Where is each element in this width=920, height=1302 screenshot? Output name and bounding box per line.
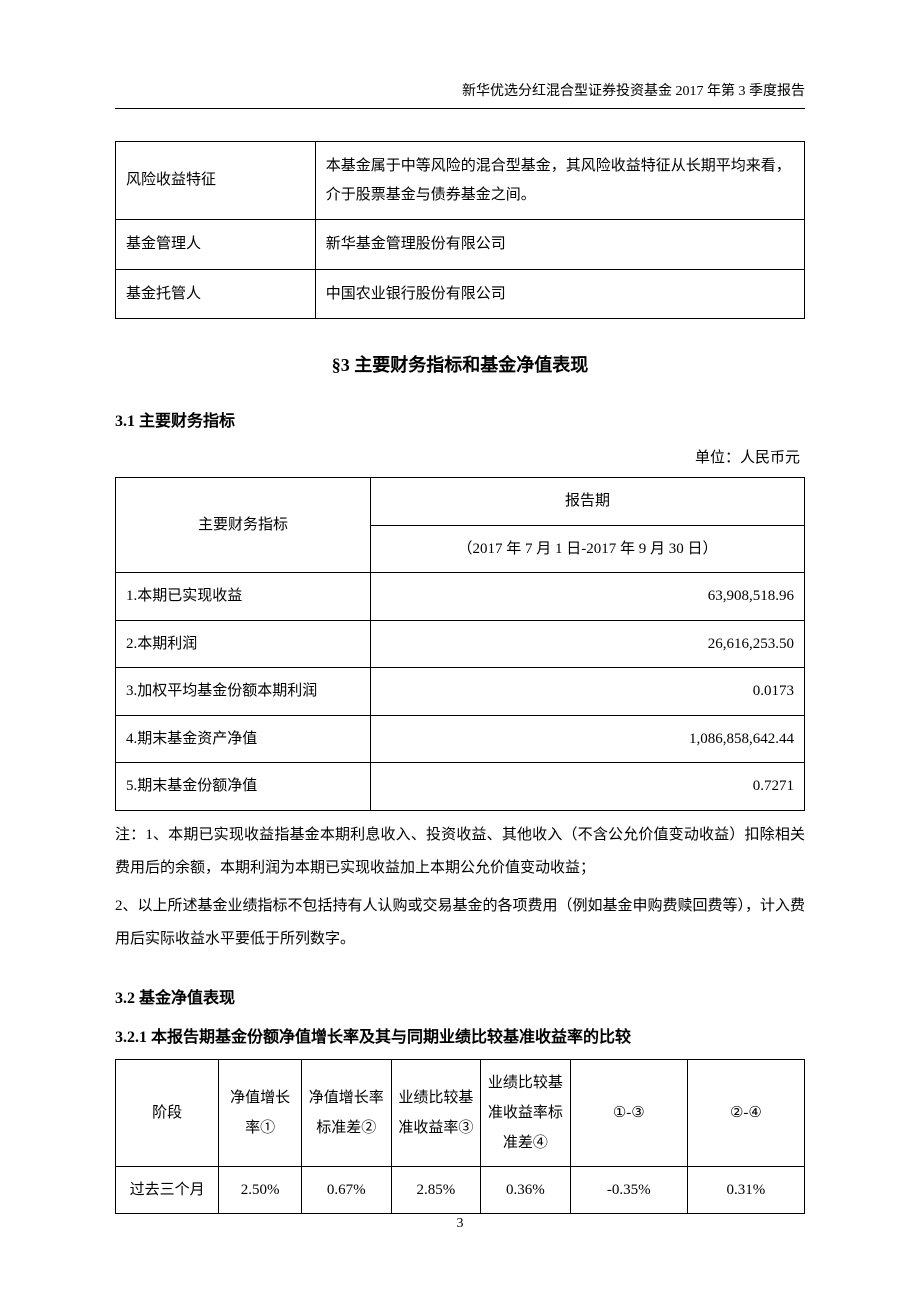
perf-header: ①-③ (570, 1059, 687, 1166)
subsection-title-3-1: 3.1 主要财务指标 (115, 407, 805, 431)
metric-label: 2.本期利润 (116, 620, 371, 668)
info-value: 新华基金管理股份有限公司 (315, 220, 804, 270)
header-period-range: （2017 年 7 月 1 日-2017 年 9 月 30 日） (370, 525, 804, 573)
perf-header: 净值增长率① (219, 1059, 302, 1166)
metric-label: 3.加权平均基金份额本期利润 (116, 668, 371, 716)
page-header: 新华优选分红混合型证券投资基金 2017 年第 3 季度报告 (115, 80, 805, 109)
metric-label: 1.本期已实现收益 (116, 573, 371, 621)
metric-value: 26,616,253.50 (370, 620, 804, 668)
subsection-title-3-2: 3.2 基金净值表现 (115, 984, 805, 1008)
performance-table: 阶段 净值增长率① 净值增长率标准差② 业绩比较基准收益率③ 业绩比较基准收益率… (115, 1059, 805, 1214)
perf-header: 净值增长率标准差② (302, 1059, 392, 1166)
info-label: 风险收益特征 (116, 142, 316, 220)
page-number: 3 (0, 1216, 920, 1232)
header-period-title: 报告期 (370, 478, 804, 526)
table-row: 风险收益特征 本基金属于中等风险的混合型基金，其风险收益特征从长期平均来看，介于… (116, 142, 805, 220)
metric-value: 63,908,518.96 (370, 573, 804, 621)
table-row: 1.本期已实现收益 63,908,518.96 (116, 573, 805, 621)
metric-label: 5.期末基金份额净值 (116, 763, 371, 811)
perf-header: 阶段 (116, 1059, 219, 1166)
perf-cell: 0.36% (481, 1166, 571, 1213)
table-row: 5.期末基金份额净值 0.7271 (116, 763, 805, 811)
info-value: 本基金属于中等风险的混合型基金，其风险收益特征从长期平均来看，介于股票基金与债券… (315, 142, 804, 220)
info-label: 基金托管人 (116, 269, 316, 319)
table-row: 基金托管人 中国农业银行股份有限公司 (116, 269, 805, 319)
info-label: 基金管理人 (116, 220, 316, 270)
perf-cell: 2.50% (219, 1166, 302, 1213)
table-header-row: 阶段 净值增长率① 净值增长率标准差② 业绩比较基准收益率③ 业绩比较基准收益率… (116, 1059, 805, 1166)
metric-label: 4.期末基金资产净值 (116, 715, 371, 763)
perf-header: 业绩比较基准收益率标准差④ (481, 1059, 571, 1166)
table-row: 3.加权平均基金份额本期利润 0.0173 (116, 668, 805, 716)
section-title: §3 主要财务指标和基金净值表现 (115, 351, 805, 377)
perf-cell: 过去三个月 (116, 1166, 219, 1213)
fund-info-table: 风险收益特征 本基金属于中等风险的混合型基金，其风险收益特征从长期平均来看，介于… (115, 141, 805, 319)
perf-cell: 0.31% (687, 1166, 804, 1213)
note-text-1: 注：1、本期已实现收益指基金本期利息收入、投资收益、其他收入（不含公允价值变动收… (115, 819, 805, 885)
metric-value: 0.7271 (370, 763, 804, 811)
metric-value: 1,086,858,642.44 (370, 715, 804, 763)
info-value: 中国农业银行股份有限公司 (315, 269, 804, 319)
table-row: 过去三个月 2.50% 0.67% 2.85% 0.36% -0.35% 0.3… (116, 1166, 805, 1213)
metric-value: 0.0173 (370, 668, 804, 716)
table-header-row: 主要财务指标 报告期 (116, 478, 805, 526)
perf-cell: -0.35% (570, 1166, 687, 1213)
subsection-title-3-2-1: 3.2.1 本报告期基金份额净值增长率及其与同期业绩比较基准收益率的比较 (115, 1023, 805, 1047)
table-row: 基金管理人 新华基金管理股份有限公司 (116, 220, 805, 270)
note-text-2: 2、以上所述基金业绩指标不包括持有人认购或交易基金的各项费用（例如基金申购费赎回… (115, 890, 805, 956)
unit-label: 单位：人民币元 (115, 446, 805, 467)
table-row: 2.本期利润 26,616,253.50 (116, 620, 805, 668)
financial-indicators-table: 主要财务指标 报告期 （2017 年 7 月 1 日-2017 年 9 月 30… (115, 477, 805, 811)
table-row: 4.期末基金资产净值 1,086,858,642.44 (116, 715, 805, 763)
perf-header: ②-④ (687, 1059, 804, 1166)
perf-cell: 0.67% (302, 1166, 392, 1213)
perf-cell: 2.85% (391, 1166, 481, 1213)
header-label: 主要财务指标 (116, 478, 371, 573)
perf-header: 业绩比较基准收益率③ (391, 1059, 481, 1166)
